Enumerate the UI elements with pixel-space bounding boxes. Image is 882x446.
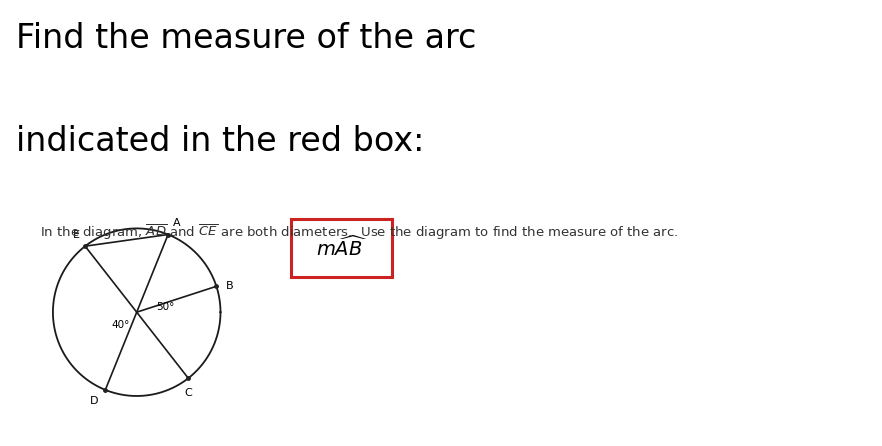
Text: 40°: 40°	[111, 320, 130, 330]
Text: indicated in the red box:: indicated in the red box:	[16, 125, 424, 158]
Text: C: C	[184, 388, 192, 398]
Text: Find the measure of the arc: Find the measure of the arc	[16, 22, 476, 55]
Text: A: A	[173, 219, 181, 228]
Text: D: D	[89, 396, 98, 406]
Text: B: B	[227, 281, 234, 291]
Text: $m\widehat{AB}$: $m\widehat{AB}$	[316, 235, 368, 260]
Text: E: E	[73, 230, 80, 240]
Text: 50°: 50°	[156, 302, 175, 312]
FancyBboxPatch shape	[291, 219, 392, 277]
Text: In the diagram, $\overline{AD}$ and $\overline{CE}$ are both diameters.  Use the: In the diagram, $\overline{AD}$ and $\ov…	[40, 223, 678, 242]
